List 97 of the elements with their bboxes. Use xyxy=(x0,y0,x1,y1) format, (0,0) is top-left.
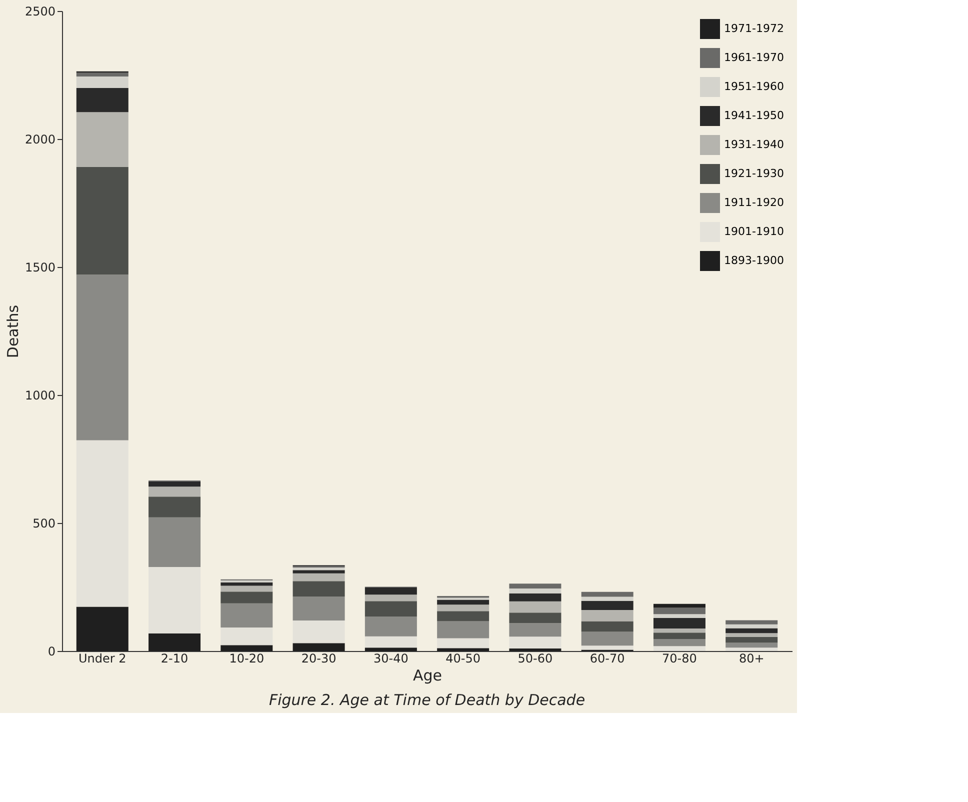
bar xyxy=(292,643,345,651)
bar xyxy=(220,586,273,592)
bar xyxy=(76,72,128,77)
text: Figure 2. Age at Time of Death by Decade xyxy=(268,691,586,709)
bar xyxy=(509,623,562,637)
legend-label: 1961-1970 xyxy=(724,51,784,64)
x-tick-label: Under 2 xyxy=(78,652,126,666)
bar xyxy=(653,618,706,628)
bar xyxy=(509,636,562,648)
bar xyxy=(148,633,201,651)
y-axis-title: Deaths xyxy=(4,304,22,358)
bar xyxy=(76,440,128,607)
bar xyxy=(653,632,706,639)
y-tick-label: 500 xyxy=(32,516,56,530)
bar xyxy=(148,517,201,568)
bar xyxy=(148,496,201,518)
bar xyxy=(653,638,706,646)
bar xyxy=(726,628,778,634)
x-tick-label: 80+ xyxy=(738,652,764,666)
bar xyxy=(581,610,634,622)
x-tick-label: 30-40 xyxy=(373,652,408,666)
legend-label: 1951-1960 xyxy=(724,80,784,93)
bar xyxy=(726,648,778,651)
bar xyxy=(581,600,634,610)
x-tick-label: 50-60 xyxy=(518,652,553,666)
bar xyxy=(364,636,417,648)
bar xyxy=(437,600,490,605)
legend-label: 1893-1900 xyxy=(724,254,784,267)
bar xyxy=(726,633,778,637)
bar xyxy=(581,632,634,646)
legend-label: 1941-1950 xyxy=(724,109,784,122)
y-tick-label: 1000 xyxy=(24,388,56,402)
bar xyxy=(509,593,562,602)
bar xyxy=(220,582,273,586)
x-axis-title: Age xyxy=(412,666,442,684)
bar xyxy=(76,76,128,88)
bar xyxy=(509,584,562,589)
bar xyxy=(509,612,562,624)
bar xyxy=(364,588,417,595)
legend-label: 1911-1920 xyxy=(724,196,784,209)
bar xyxy=(437,604,490,612)
bar xyxy=(653,614,706,618)
bar xyxy=(148,567,201,634)
x-tick-label: 10-20 xyxy=(229,652,264,666)
bar xyxy=(509,588,562,594)
bar xyxy=(509,648,562,651)
bar xyxy=(437,648,490,651)
bar xyxy=(437,638,490,648)
bar xyxy=(581,596,634,601)
legend-label: 1921-1930 xyxy=(724,167,784,180)
bar xyxy=(220,645,273,651)
bar xyxy=(292,596,345,621)
bar xyxy=(76,606,128,651)
y-tick-label: 1500 xyxy=(24,260,56,274)
bar xyxy=(726,620,778,624)
bar xyxy=(653,628,706,633)
bar xyxy=(76,274,128,440)
y-tick-label: 2000 xyxy=(24,132,56,146)
bar xyxy=(292,570,345,574)
bar xyxy=(292,573,345,582)
x-tick-label: 60-70 xyxy=(590,652,625,666)
bar xyxy=(653,608,706,614)
bar xyxy=(581,621,634,632)
bar xyxy=(364,616,417,636)
bar xyxy=(76,112,128,167)
bar xyxy=(653,646,706,651)
bar xyxy=(148,486,201,497)
bar xyxy=(364,594,417,602)
bar xyxy=(364,648,417,651)
bar xyxy=(726,636,778,643)
bar xyxy=(581,592,634,597)
bar xyxy=(437,621,490,638)
bar xyxy=(148,481,201,487)
bar xyxy=(76,166,128,275)
bar xyxy=(653,604,706,608)
bar xyxy=(726,642,778,648)
bar xyxy=(726,624,778,628)
bar xyxy=(220,627,273,646)
x-tick-label: 70-80 xyxy=(662,652,697,666)
legend-label: 1901-1910 xyxy=(724,225,784,238)
bar xyxy=(292,581,345,596)
bar xyxy=(220,603,273,628)
y-tick-label: 2500 xyxy=(24,4,56,18)
y-tick-label: 0 xyxy=(48,644,56,658)
x-tick-label: 2-10 xyxy=(160,652,188,666)
x-tick-label: 40-50 xyxy=(446,652,481,666)
bar xyxy=(437,611,490,622)
bar xyxy=(76,88,128,112)
x-tick-label: 20-30 xyxy=(301,652,336,666)
bar xyxy=(509,601,562,613)
legend-label: 1931-1940 xyxy=(724,138,784,151)
bar xyxy=(581,646,634,650)
bar xyxy=(292,620,345,644)
bar xyxy=(220,592,273,604)
bar xyxy=(364,601,417,616)
bar xyxy=(292,568,345,570)
legend-label: 1971-1972 xyxy=(724,22,784,35)
